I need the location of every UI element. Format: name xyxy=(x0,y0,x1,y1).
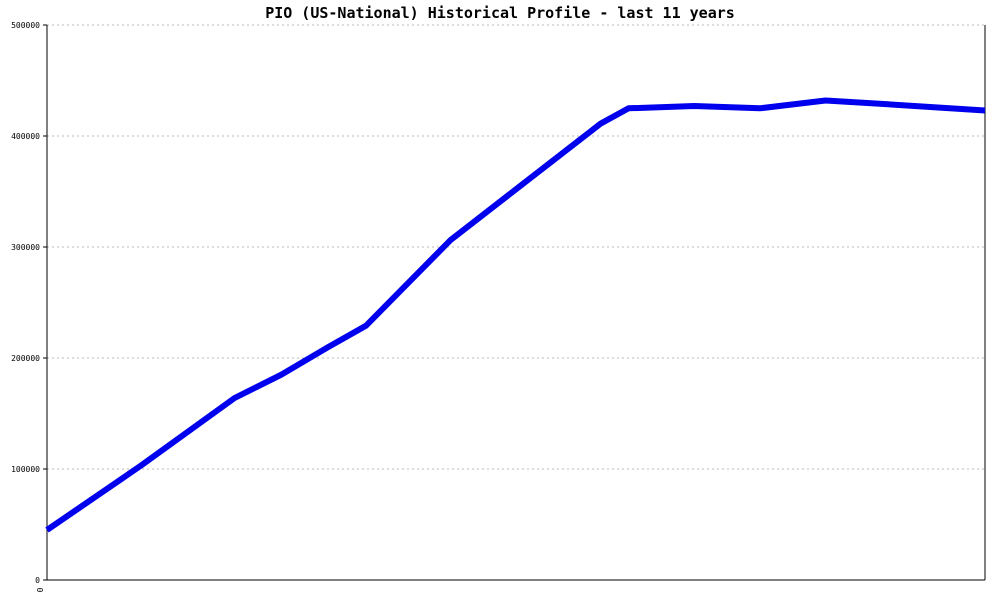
x-tick-label-0: 0 xyxy=(36,587,45,592)
data-point-0-0 xyxy=(47,530,48,531)
data-point-0-14 xyxy=(985,110,986,111)
data-point-0-1 xyxy=(140,465,141,466)
grid-lines xyxy=(47,24,985,470)
y-tick-label-0: 0 xyxy=(35,576,40,585)
y-tick-label-3: 300000 xyxy=(11,243,40,252)
data-point-0-10 xyxy=(694,106,695,107)
data-point-0-2 xyxy=(234,397,235,398)
data-point-0-6 xyxy=(450,240,451,241)
data-point-0-3 xyxy=(281,374,282,375)
y-tick-label-2: 200000 xyxy=(11,354,40,363)
series-layer xyxy=(45,97,986,533)
y-tick-label-4: 400000 xyxy=(11,132,40,141)
data-point-0-5 xyxy=(365,325,366,326)
data-point-0-12 xyxy=(825,100,826,101)
y-tick-label-1: 100000 xyxy=(11,465,40,474)
series-line-0 xyxy=(45,97,986,533)
data-point-0-7 xyxy=(516,189,517,190)
data-point-0-13 xyxy=(863,102,864,103)
data-point-0-4 xyxy=(328,346,329,347)
chart-title: PIO (US-National) Historical Profile - l… xyxy=(265,4,735,22)
tick-labels: 0 100000 200000 300000 400000 500000 0 xyxy=(11,21,45,592)
axes xyxy=(43,24,986,581)
data-point-0-11 xyxy=(759,108,760,109)
y-tick-label-5: 500000 xyxy=(11,21,40,30)
data-point-0-9 xyxy=(628,108,629,109)
data-point-0-8 xyxy=(600,123,601,124)
